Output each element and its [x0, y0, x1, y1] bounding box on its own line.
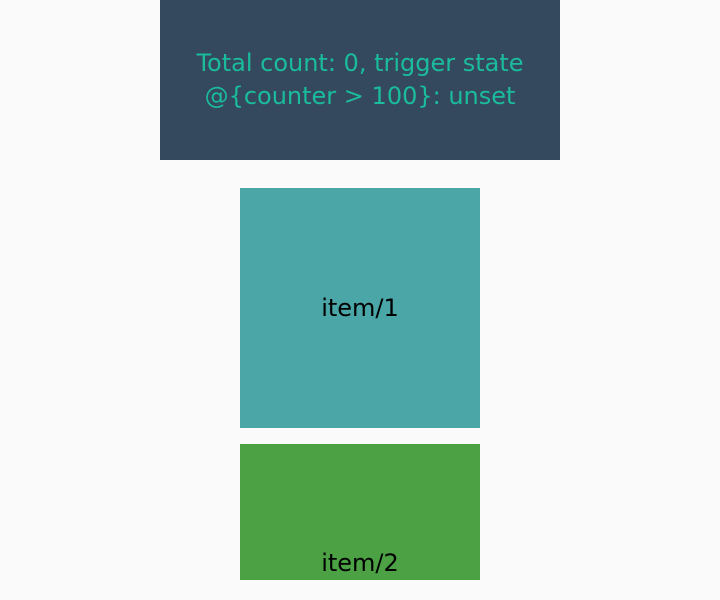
- status-panel: Total count: 0, trigger state @{counter …: [160, 0, 560, 160]
- item-label: item/2: [321, 549, 399, 577]
- status-line-2: @{counter > 100}: unset: [204, 82, 516, 110]
- item-card-1[interactable]: item/1: [240, 188, 480, 428]
- item-label: item/1: [321, 294, 399, 322]
- status-line-1: Total count: 0, trigger state: [196, 49, 524, 77]
- status-text: Total count: 0, trigger state @{counter …: [180, 47, 540, 113]
- item-card-2[interactable]: item/2: [240, 444, 480, 580]
